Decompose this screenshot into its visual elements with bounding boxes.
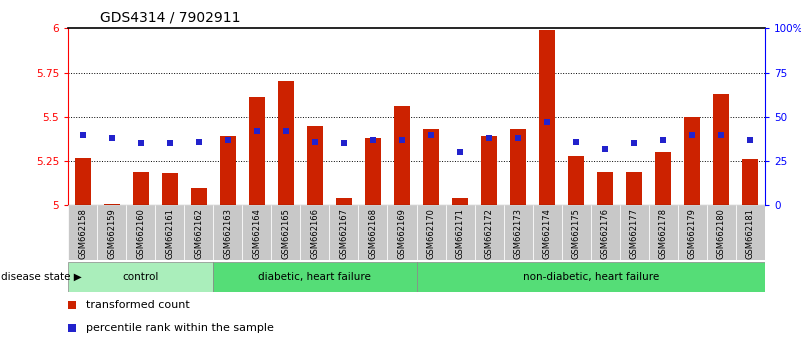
Bar [213, 262, 417, 292]
Bar [394, 106, 410, 205]
Bar [678, 205, 706, 260]
Bar [452, 198, 468, 205]
Bar [533, 205, 562, 260]
Bar [365, 138, 381, 205]
Bar [307, 126, 323, 205]
Text: GSM662160: GSM662160 [136, 208, 145, 259]
Bar [714, 94, 730, 205]
Bar [684, 117, 700, 205]
Bar [68, 205, 97, 260]
Bar [598, 172, 614, 205]
Text: GSM662168: GSM662168 [368, 208, 377, 259]
Text: percentile rank within the sample: percentile rank within the sample [86, 323, 273, 333]
Text: GDS4314 / 7902911: GDS4314 / 7902911 [100, 11, 240, 25]
Bar [417, 205, 445, 260]
Bar [620, 205, 649, 260]
Bar [133, 172, 149, 205]
Bar [155, 205, 184, 260]
Bar [68, 262, 213, 292]
Bar [481, 136, 497, 205]
Text: GSM662178: GSM662178 [659, 208, 668, 259]
Text: control: control [123, 272, 159, 282]
Bar [736, 205, 765, 260]
Text: GSM662169: GSM662169 [397, 208, 406, 259]
Bar [388, 205, 417, 260]
Bar [242, 205, 272, 260]
Text: transformed count: transformed count [86, 300, 189, 310]
Bar [743, 159, 759, 205]
Bar [626, 172, 642, 205]
Text: GSM662171: GSM662171 [456, 208, 465, 259]
Text: GSM662176: GSM662176 [601, 208, 610, 259]
Text: GSM662177: GSM662177 [630, 208, 638, 259]
Text: GSM662162: GSM662162 [195, 208, 203, 259]
Text: GSM662181: GSM662181 [746, 208, 755, 259]
Bar [655, 152, 671, 205]
Text: GSM662158: GSM662158 [78, 208, 87, 259]
Text: GSM662174: GSM662174 [543, 208, 552, 259]
Text: GSM662175: GSM662175 [572, 208, 581, 259]
Bar [162, 173, 178, 205]
Bar [300, 205, 329, 260]
Bar [417, 262, 765, 292]
Text: GSM662172: GSM662172 [485, 208, 493, 259]
Bar [649, 205, 678, 260]
Text: GSM662161: GSM662161 [165, 208, 174, 259]
Bar [568, 156, 584, 205]
Text: non-diabetic, heart failure: non-diabetic, heart failure [522, 272, 659, 282]
Bar [359, 205, 388, 260]
Bar [184, 205, 213, 260]
Text: GSM662166: GSM662166 [311, 208, 320, 259]
Text: GSM662159: GSM662159 [107, 208, 116, 259]
Text: disease state ▶: disease state ▶ [1, 272, 82, 282]
Bar [278, 81, 294, 205]
Bar [103, 204, 119, 205]
Bar [127, 205, 155, 260]
Text: GSM662164: GSM662164 [252, 208, 261, 259]
Bar [445, 205, 474, 260]
Bar [336, 198, 352, 205]
Text: GSM662165: GSM662165 [281, 208, 290, 259]
Text: GSM662179: GSM662179 [688, 208, 697, 259]
Bar [97, 205, 127, 260]
Bar [213, 205, 242, 260]
Bar [249, 97, 265, 205]
Bar [219, 136, 235, 205]
Bar [329, 205, 359, 260]
Bar [191, 188, 207, 205]
Bar [74, 158, 91, 205]
Text: GSM662173: GSM662173 [513, 208, 522, 259]
Bar [474, 205, 504, 260]
Text: diabetic, heart failure: diabetic, heart failure [259, 272, 372, 282]
Bar [590, 205, 620, 260]
Text: GSM662170: GSM662170 [427, 208, 436, 259]
Bar [504, 205, 533, 260]
Text: GSM662163: GSM662163 [223, 208, 232, 259]
Text: GSM662180: GSM662180 [717, 208, 726, 259]
Bar [539, 30, 555, 205]
Bar [562, 205, 590, 260]
Bar [706, 205, 736, 260]
Bar [423, 129, 439, 205]
Bar [510, 129, 526, 205]
Text: GSM662167: GSM662167 [340, 208, 348, 259]
Bar [272, 205, 300, 260]
